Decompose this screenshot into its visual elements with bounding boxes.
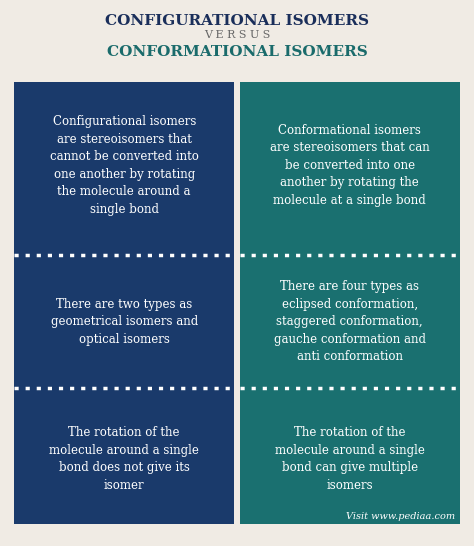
Text: V E R S U S: V E R S U S [204,30,270,40]
FancyBboxPatch shape [240,262,460,382]
FancyBboxPatch shape [240,394,460,524]
Text: Visit www.pediaa.com: Visit www.pediaa.com [346,513,455,521]
FancyBboxPatch shape [240,249,460,262]
FancyBboxPatch shape [240,382,460,394]
FancyBboxPatch shape [14,394,234,524]
FancyBboxPatch shape [14,82,234,249]
FancyBboxPatch shape [14,249,234,262]
Text: CONFIGURATIONAL ISOMERS: CONFIGURATIONAL ISOMERS [105,14,369,28]
Text: CONFORMATIONAL ISOMERS: CONFORMATIONAL ISOMERS [107,45,367,59]
Text: The rotation of the
molecule around a single
bond does not give its
isomer: The rotation of the molecule around a si… [49,426,199,492]
Text: There are four types as
eclipsed conformation,
staggered conformation,
gauche co: There are four types as eclipsed conform… [274,280,426,363]
Text: Configurational isomers
are stereoisomers that
cannot be converted into
one anot: Configurational isomers are stereoisomer… [50,115,199,216]
FancyBboxPatch shape [14,262,234,382]
Text: The rotation of the
molecule around a single
bond can give multiple
isomers: The rotation of the molecule around a si… [275,426,425,492]
FancyBboxPatch shape [14,382,234,394]
Text: There are two types as
geometrical isomers and
optical isomers: There are two types as geometrical isome… [51,298,198,346]
FancyBboxPatch shape [240,82,460,249]
Text: Conformational isomers
are stereoisomers that can
be converted into one
another : Conformational isomers are stereoisomers… [270,124,430,207]
